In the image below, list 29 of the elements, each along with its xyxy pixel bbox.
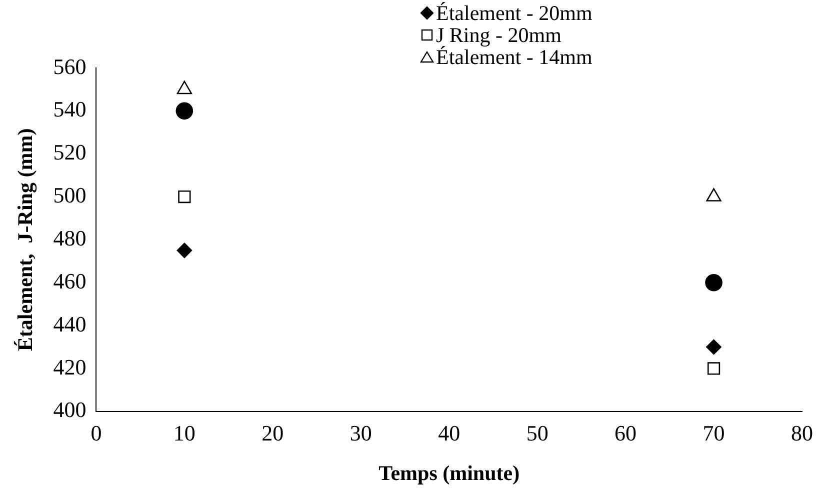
x-tick-label: 80 — [791, 420, 813, 446]
x-tick-label: 20 — [262, 420, 284, 446]
legend-label: Étalement - 20mm — [436, 1, 592, 25]
y-tick-label: 440 — [53, 311, 86, 336]
x-tick-label: 30 — [350, 420, 372, 446]
point — [178, 190, 191, 204]
x-tick-label: 0 — [90, 420, 102, 446]
y-tick-label: 520 — [53, 140, 86, 165]
point — [706, 339, 722, 355]
legend-label: Étalement - 14mm — [436, 45, 592, 69]
point — [176, 102, 194, 120]
y-tick-label: 480 — [53, 225, 86, 250]
x-tick-label: 70 — [702, 420, 725, 446]
y-tick-label: 560 — [53, 54, 86, 79]
y-tick-label: 420 — [53, 354, 86, 380]
point — [705, 274, 722, 292]
y-tick-label: 540 — [53, 96, 86, 122]
y-tick-label: 400 — [53, 397, 86, 422]
y-tick-label: 460 — [53, 268, 86, 294]
y-axis-title: Étalement, J-Ring (mm) — [13, 128, 38, 352]
y-tick-label: 500 — [53, 182, 86, 208]
x-axis-title: Temps (minute) — [378, 460, 520, 485]
point — [707, 362, 720, 375]
point — [176, 242, 192, 258]
x-tick-label: 10 — [173, 420, 196, 446]
x-tick-label: 50 — [526, 420, 548, 446]
legend-label: J Ring - 20mm — [436, 23, 562, 47]
x-tick-label: 40 — [438, 420, 460, 446]
x-tick-label: 60 — [614, 420, 637, 446]
